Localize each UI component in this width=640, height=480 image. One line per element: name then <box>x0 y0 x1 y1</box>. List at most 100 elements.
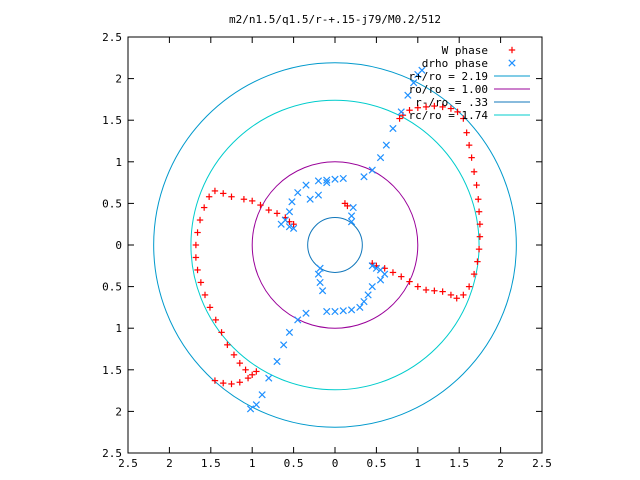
w-phase-point <box>220 379 227 387</box>
x-tick-label: 2 <box>166 457 173 470</box>
circle-layer <box>153 62 517 428</box>
drho-phase-point <box>302 181 310 189</box>
w-phase-point <box>476 221 484 228</box>
w-phase-point <box>244 374 252 382</box>
w-phase-point <box>206 304 214 311</box>
w-phase-point <box>220 190 227 197</box>
w-phase-point <box>398 273 405 280</box>
drho-phase-point <box>389 124 397 133</box>
w-phase-point <box>211 377 219 384</box>
w-phase-point <box>475 196 482 203</box>
x-tick-label: 2.5 <box>118 457 138 470</box>
drho-phase-point <box>397 108 405 116</box>
legend-label: r-/ro = .33 <box>415 96 488 109</box>
drho-phase-point <box>294 316 302 324</box>
drho-phase-point <box>347 218 356 226</box>
drho-phase-point <box>318 287 327 295</box>
w-phase-point <box>465 141 473 149</box>
w-phase-point <box>474 258 481 265</box>
drho-phase-point <box>265 374 273 382</box>
w-phase-point <box>192 254 200 261</box>
drho-phase-point <box>294 188 302 197</box>
w-phase-point <box>224 341 231 349</box>
w-phase-point <box>253 368 260 375</box>
w-phase-point <box>194 266 201 274</box>
w-phase-point <box>218 329 225 336</box>
w-phase-point <box>197 279 205 286</box>
legend-label: W phase <box>442 44 488 57</box>
y-tick-label: 0.5 <box>102 197 122 210</box>
drho-phase-point <box>368 262 376 270</box>
legend-label: ro/ro = 1.00 <box>409 83 488 96</box>
point-layer <box>192 66 484 413</box>
circle-1 <box>251 161 419 329</box>
legend-label: r+/ro = 2.19 <box>409 70 488 83</box>
w-phase-point <box>468 154 475 161</box>
drho-phase-point <box>376 266 385 274</box>
legend-marker <box>508 59 516 67</box>
w-phase-point <box>473 181 480 189</box>
drho-phase-point <box>285 208 294 216</box>
drho-phase-point <box>349 203 357 212</box>
w-phase-point <box>431 102 438 110</box>
y-tick-label: 1 <box>115 156 122 169</box>
w-phase-point <box>470 270 478 278</box>
w-phase-point <box>460 291 467 299</box>
drho-phase-point <box>316 278 324 287</box>
drho-phase-point <box>285 223 294 231</box>
w-phase-point <box>196 216 204 224</box>
w-phase-point <box>236 359 243 367</box>
w-phase-point <box>249 371 256 378</box>
w-phase-point <box>230 351 238 359</box>
drho-phase-point <box>323 307 331 316</box>
drho-phase-point <box>258 391 266 399</box>
drho-phase-point <box>368 282 376 291</box>
drho-phase-point <box>302 309 310 317</box>
y-tick-label: 0 <box>115 239 122 252</box>
drho-phase-point <box>306 195 314 203</box>
drho-phase-point <box>347 306 356 314</box>
w-phase-point <box>422 286 430 294</box>
circle-0 <box>153 62 517 428</box>
w-phase-point <box>228 380 235 388</box>
w-phase-point <box>242 366 249 373</box>
x-tick-label: 1 <box>414 457 421 470</box>
drho-phase-point <box>323 178 331 187</box>
w-phase-point <box>463 129 470 136</box>
w-phase-point <box>454 108 461 116</box>
drho-phase-point <box>331 307 339 316</box>
drho-phase-point <box>289 224 298 232</box>
w-phase-point <box>406 278 413 285</box>
x-tick-label: 1.5 <box>201 457 221 470</box>
circle-2 <box>307 217 363 273</box>
drho-phase-point <box>316 264 324 272</box>
w-phase-point <box>228 193 235 200</box>
legend-marker <box>508 46 516 54</box>
drho-phase-point <box>368 166 376 174</box>
drho-phase-point <box>356 303 364 312</box>
drho-phase-point <box>360 173 368 181</box>
drho-phase-point <box>410 79 418 87</box>
y-tick-label: 2.5 <box>102 447 122 460</box>
w-phase-point <box>475 208 483 215</box>
w-phase-point <box>205 193 213 200</box>
drho-phase-point <box>246 405 255 413</box>
drho-phase-point <box>288 198 296 206</box>
drho-phase-point <box>339 174 347 183</box>
x-tick-label: 2.5 <box>532 457 552 470</box>
w-phase-point <box>341 200 349 207</box>
w-phase-point <box>406 107 413 114</box>
x-tick-label: 0 <box>332 457 339 470</box>
y-tick-label: 1 <box>115 322 122 335</box>
w-phase-point <box>273 210 281 217</box>
y-tick-label: 2.5 <box>102 31 122 44</box>
x-tick-label: 2 <box>497 457 504 470</box>
w-phase-point <box>249 197 256 205</box>
drho-phase-point <box>376 154 385 162</box>
circle-3 <box>190 99 480 391</box>
chart-title: m2/n1.5/q1.5/r-+.15-j79/M0.2/512 <box>229 13 441 26</box>
w-phase-point <box>447 105 455 112</box>
y-tick-label: 2 <box>115 73 122 86</box>
